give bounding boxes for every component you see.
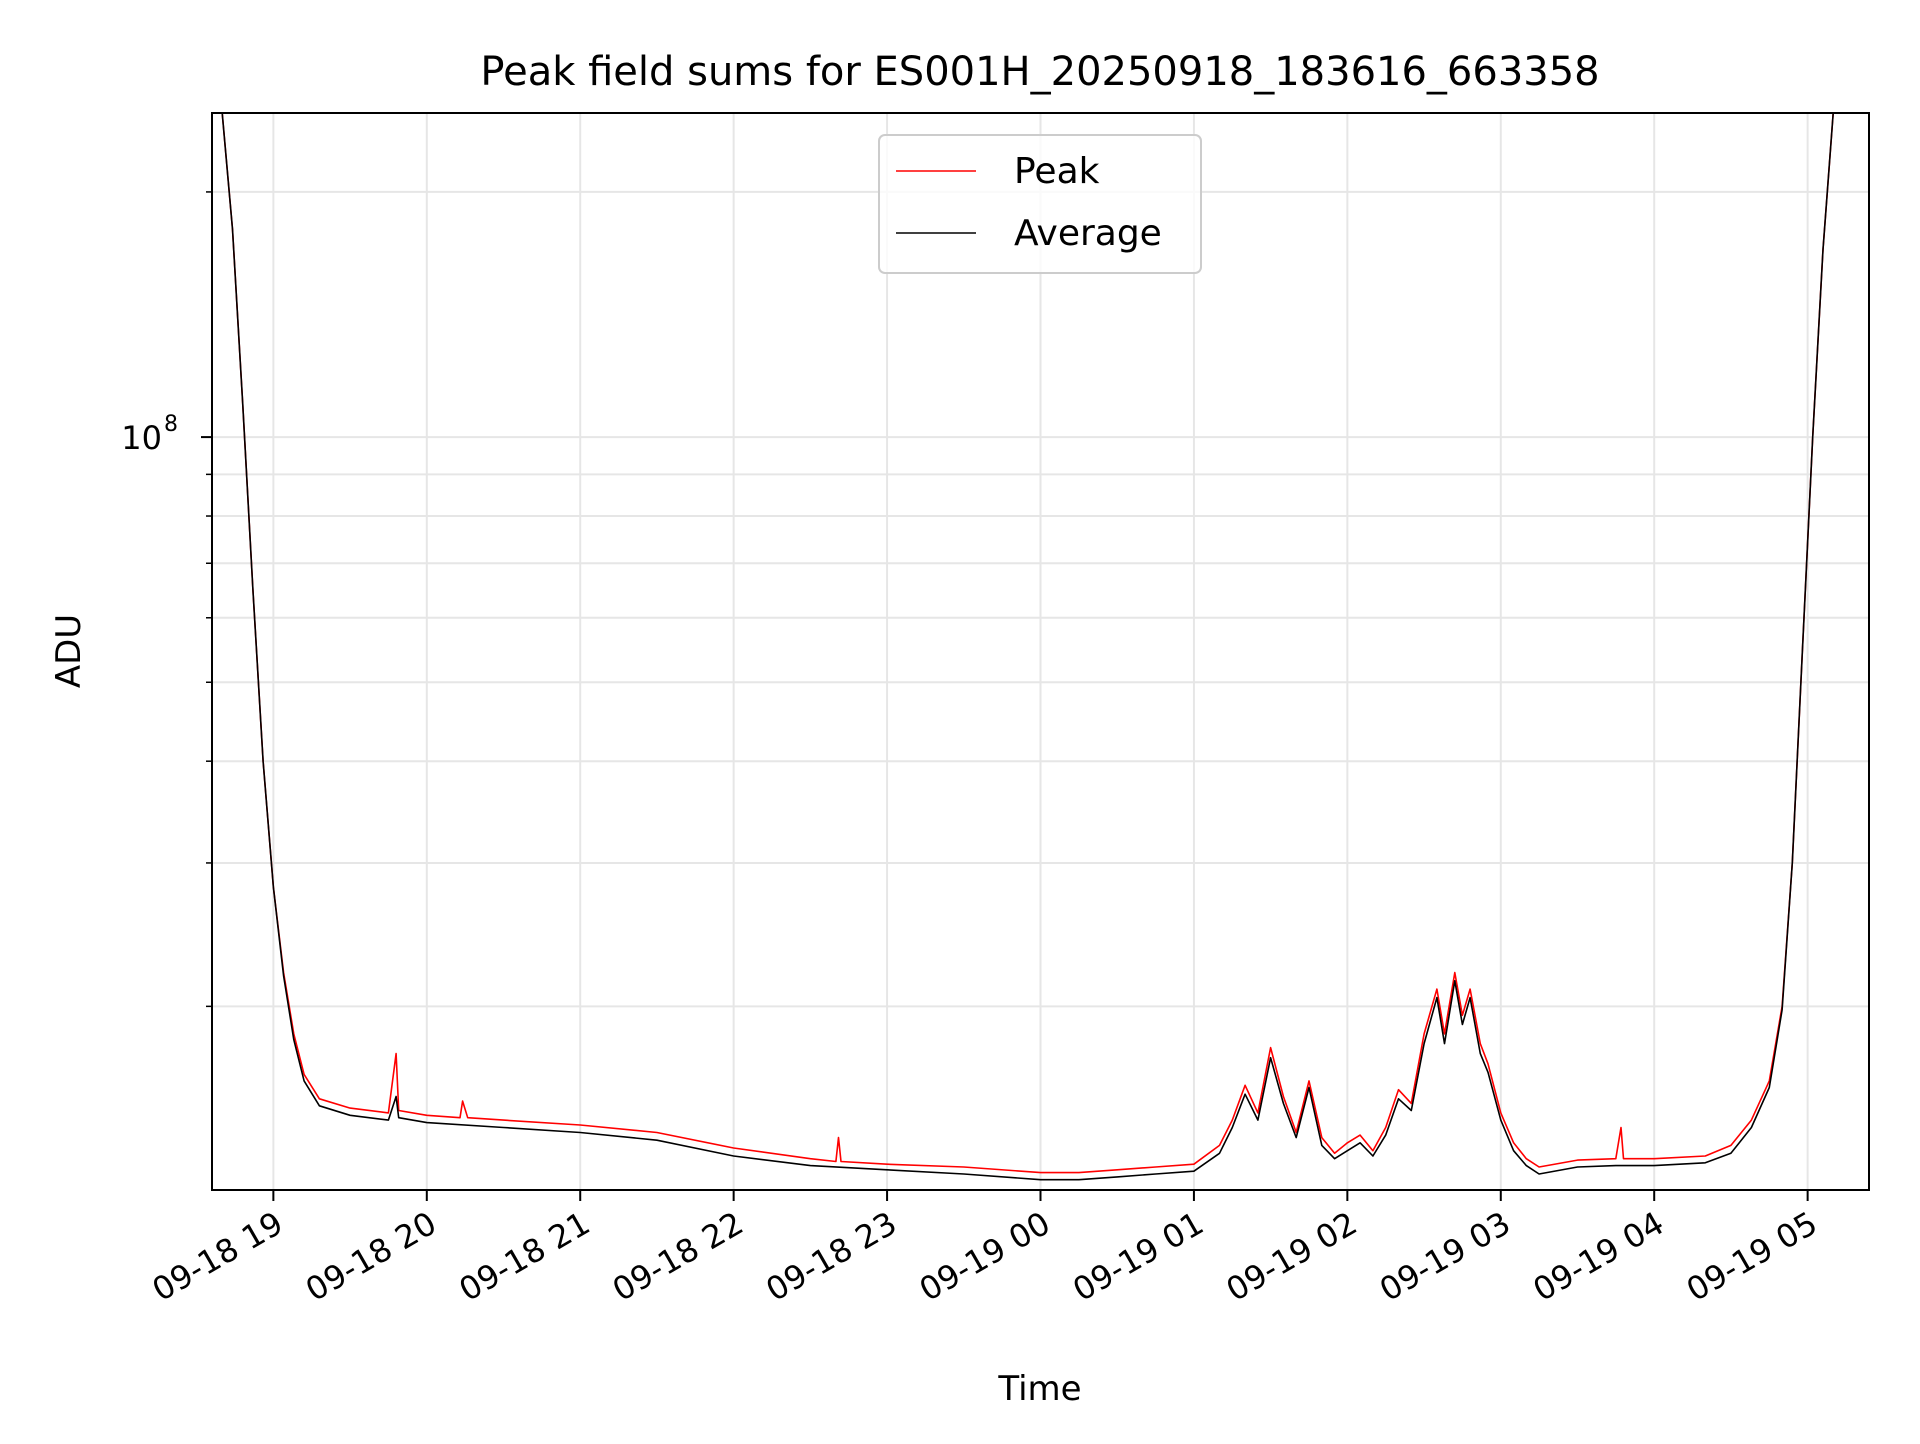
series-line-peak — [221, 113, 1834, 1174]
legend-label-average: Average — [1014, 213, 1162, 254]
x-axis-label: Time — [997, 1369, 1081, 1409]
y-tick-label-0: 10 — [121, 419, 162, 457]
y-tick-label-exponent-0: 8 — [164, 412, 178, 437]
y-axis-ticks: 10 8 — [121, 191, 212, 1008]
legend: Peak Average — [878, 134, 1202, 274]
grid — [212, 113, 1869, 1190]
series-line-average — [221, 113, 1834, 1181]
series-lines — [221, 113, 1834, 1181]
y-axis-label: ADU — [49, 614, 89, 688]
chart-title: Peak field sums for ES001H_20250918_1836… — [480, 49, 1599, 95]
legend-label-peak: Peak — [1014, 151, 1100, 192]
legend-box — [878, 134, 1202, 274]
